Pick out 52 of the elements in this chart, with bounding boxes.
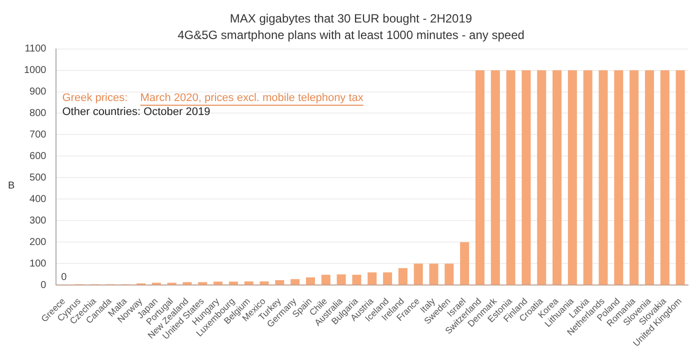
bar — [537, 70, 546, 285]
bar — [552, 70, 562, 285]
y-tick-label: 300 — [30, 215, 47, 226]
bar — [475, 70, 484, 285]
bar — [198, 282, 208, 285]
bar — [275, 280, 284, 285]
bar — [614, 70, 624, 285]
bar — [398, 268, 408, 285]
bar — [260, 281, 269, 285]
bar — [414, 264, 423, 285]
y-tick-label: 400 — [30, 194, 47, 205]
y-axis-title: B — [8, 180, 15, 192]
y-tick-label: 200 — [30, 236, 47, 248]
bar — [244, 281, 254, 285]
bar — [228, 282, 238, 285]
bar — [429, 264, 438, 285]
bar — [352, 274, 362, 285]
bar — [598, 70, 608, 285]
y-tick-label: 500 — [30, 172, 47, 184]
bar — [506, 70, 516, 285]
chart-subtitle: 4G&5G smartphone plans with at least 1000 minutes - any speed — [178, 28, 524, 42]
y-tick-label: 100 — [30, 258, 47, 270]
bar — [214, 282, 223, 285]
bar — [644, 70, 654, 285]
annotation: March 2020, prices excl. mobile telephony tax — [140, 92, 364, 104]
bar — [568, 70, 577, 285]
y-tick-label: 800 — [30, 108, 47, 119]
bar — [630, 70, 639, 285]
bar — [368, 272, 377, 285]
annotation: Other countries: October 2019 — [62, 106, 210, 118]
bar — [182, 282, 192, 285]
y-tick-label: 0 — [40, 280, 47, 291]
y-tick-label: 1000 — [24, 65, 47, 76]
bar — [383, 272, 392, 285]
bar — [321, 274, 330, 285]
y-tick-label: 900 — [30, 86, 47, 98]
bar — [306, 277, 315, 285]
bar — [522, 70, 531, 285]
bar — [660, 70, 670, 285]
data-label: 0 — [61, 272, 68, 283]
y-tick-label: 600 — [30, 150, 47, 162]
bar — [290, 279, 300, 285]
annotation: Greek prices: — [62, 92, 128, 104]
bar — [490, 70, 500, 285]
bar — [336, 274, 346, 285]
bar — [444, 264, 454, 285]
y-tick-label: 700 — [30, 129, 47, 140]
bar — [460, 242, 470, 285]
bar — [676, 70, 685, 285]
bar — [583, 70, 592, 285]
chart-title: MAX gigabytes that 30 EUR bought - 2H2019 — [230, 12, 472, 26]
y-tick-label: 1100 — [24, 44, 47, 55]
